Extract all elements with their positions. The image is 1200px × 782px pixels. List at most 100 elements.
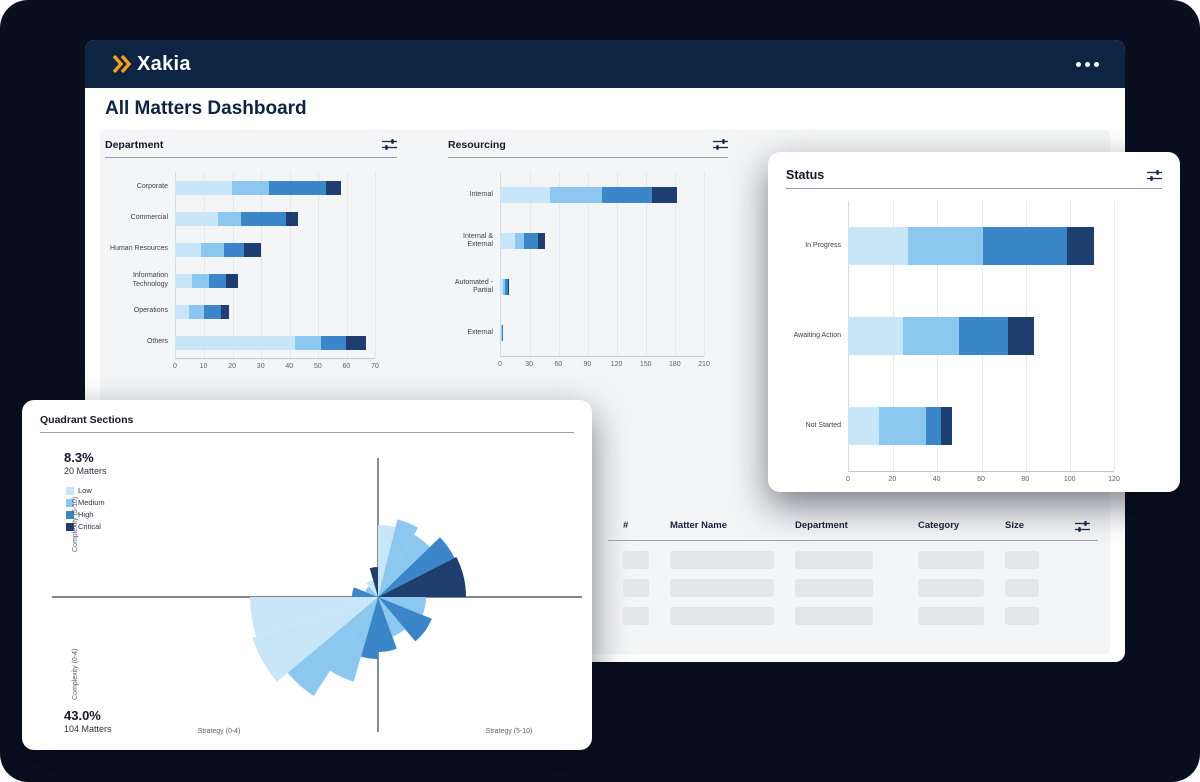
bar-segment-medium bbox=[903, 317, 959, 355]
axis-tick: 10 bbox=[199, 363, 208, 370]
status-chart-title: Status bbox=[786, 168, 825, 182]
legend-label: High bbox=[78, 510, 94, 519]
axis-tick: 120 bbox=[610, 361, 623, 368]
chart-axis: 0 10 20 30 40 50 60 70 bbox=[173, 358, 379, 374]
legend-item: Critical bbox=[66, 522, 105, 531]
sliders-icon[interactable] bbox=[713, 138, 728, 151]
chart-row: Information Technology bbox=[105, 265, 397, 296]
chart-row: Not Started bbox=[786, 381, 1162, 471]
table-column-header: # bbox=[623, 520, 629, 531]
gridline bbox=[261, 172, 263, 358]
status-chart-card: Status In Progress Awaiting Action Not Sta… bbox=[768, 152, 1180, 492]
legend-label: Critical bbox=[78, 522, 101, 531]
quadrant-bottomleft-percentage: 43.0% bbox=[64, 708, 101, 723]
gridline bbox=[559, 172, 560, 356]
quadrant-wedge-bottom-right bbox=[378, 597, 426, 615]
skeleton-cell bbox=[623, 579, 649, 597]
axis-tick: 0 bbox=[498, 361, 502, 368]
xakia-logo: Xakia bbox=[111, 53, 191, 76]
resourcing-chart-header: Resourcing bbox=[448, 138, 728, 158]
quadrant-bottomleft-stat: 43.0% 104 Matters bbox=[64, 708, 112, 734]
axis-tick: 60 bbox=[554, 361, 563, 368]
skeleton-cell bbox=[918, 551, 984, 569]
bar-segment-critical bbox=[326, 180, 341, 195]
bar-segment-low bbox=[848, 407, 880, 445]
sliders-icon[interactable] bbox=[1075, 520, 1090, 533]
gridline bbox=[204, 172, 206, 358]
bar-segment-critical bbox=[651, 187, 677, 203]
stacked-bar bbox=[848, 227, 1114, 265]
resourcing-chart-plot: Internal Internal & External Automated - P… bbox=[448, 172, 728, 372]
quadrant-wedge-bottom-left bbox=[360, 597, 378, 659]
skeleton-cell bbox=[918, 607, 984, 625]
chart-row: Human Resources bbox=[105, 234, 397, 265]
chart-row-label: Information Technology bbox=[132, 272, 168, 288]
sliders-icon[interactable] bbox=[382, 138, 397, 151]
chart-row-label: Automated - Partial bbox=[454, 278, 493, 294]
bar-segment-high bbox=[524, 233, 538, 249]
axis-tick: 50 bbox=[313, 363, 322, 370]
axis-tick: 60 bbox=[342, 363, 351, 370]
chart-row-label: Internal & External bbox=[463, 232, 493, 248]
gridline bbox=[1069, 201, 1071, 471]
department-chart-plot: Corporate Commercial Human Resources Inform… bbox=[105, 172, 397, 374]
matters-table-rows bbox=[608, 541, 1098, 625]
logo-chevrons-icon bbox=[112, 54, 132, 74]
gridline bbox=[289, 172, 291, 358]
quadrant-wedge-top-right bbox=[378, 524, 396, 597]
table-row bbox=[623, 607, 1098, 625]
matters-table: # Matter Name Department Category Size bbox=[608, 520, 1098, 635]
bar-segment-medium bbox=[500, 325, 502, 341]
legend-label: Low bbox=[78, 486, 92, 495]
stacked-bar bbox=[500, 325, 704, 341]
gridline bbox=[1114, 201, 1115, 471]
legend-label: Medium bbox=[78, 498, 105, 507]
bar-segment-low bbox=[175, 304, 190, 319]
bar-segment-critical bbox=[941, 407, 953, 445]
legend-item: High bbox=[66, 510, 105, 519]
chart-row: In Progress bbox=[786, 201, 1162, 291]
chart-row-label: In Progress bbox=[805, 241, 841, 249]
legend-item: Medium bbox=[66, 498, 105, 507]
chart-row-label: Commercial bbox=[130, 214, 168, 222]
stacked-bar bbox=[175, 211, 375, 226]
skeleton-cell bbox=[795, 607, 873, 625]
legend-swatch bbox=[66, 510, 74, 519]
gridline bbox=[617, 172, 618, 356]
quadrant-topleft-stat: 8.3% 20 Matters bbox=[64, 450, 107, 476]
axis-tick: 0 bbox=[846, 476, 850, 483]
sliders-icon[interactable] bbox=[1147, 169, 1162, 182]
bar-segment-medium bbox=[232, 180, 270, 195]
status-chart-header: Status bbox=[786, 168, 1162, 189]
table-column-header: Category bbox=[918, 520, 960, 531]
bar-segment-high bbox=[504, 279, 508, 295]
bar-segment-medium bbox=[217, 211, 241, 226]
axis-tick: 0 bbox=[173, 363, 177, 370]
skeleton-cell bbox=[623, 607, 649, 625]
department-chart-header: Department bbox=[105, 138, 397, 158]
legend-item: Low bbox=[66, 486, 105, 495]
ellipsis-menu-icon[interactable] bbox=[1076, 61, 1099, 67]
bar-segment-medium bbox=[502, 279, 505, 295]
table-column-header: Matter Name bbox=[670, 520, 728, 531]
resourcing-chart-title: Resourcing bbox=[448, 139, 506, 151]
department-chart-card: Department Corporate Commercial Human Reso… bbox=[105, 138, 397, 374]
quadrant-svg bbox=[52, 458, 582, 732]
quadrant-wedge-bottom-left bbox=[287, 597, 378, 696]
bar-segment-high bbox=[601, 187, 652, 203]
gridline bbox=[675, 172, 676, 356]
chart-rows: Corporate Commercial Human Resources Inform… bbox=[105, 172, 397, 358]
bar-segment-critical bbox=[1007, 317, 1035, 355]
bar-segment-medium bbox=[907, 227, 984, 265]
skeleton-cell bbox=[670, 607, 774, 625]
axis-tick: 40 bbox=[932, 476, 941, 483]
axis-tick: 210 bbox=[698, 361, 710, 368]
bar-segment-high bbox=[223, 242, 244, 257]
skeleton-cell bbox=[1005, 551, 1039, 569]
chart-row-label: Others bbox=[146, 338, 168, 346]
chart-row: Internal & External bbox=[448, 218, 728, 264]
stacked-bar bbox=[175, 273, 375, 288]
skeleton-cell bbox=[1005, 579, 1039, 597]
table-row bbox=[623, 579, 1098, 597]
quadrant-wedge-bottom-right bbox=[378, 597, 405, 637]
